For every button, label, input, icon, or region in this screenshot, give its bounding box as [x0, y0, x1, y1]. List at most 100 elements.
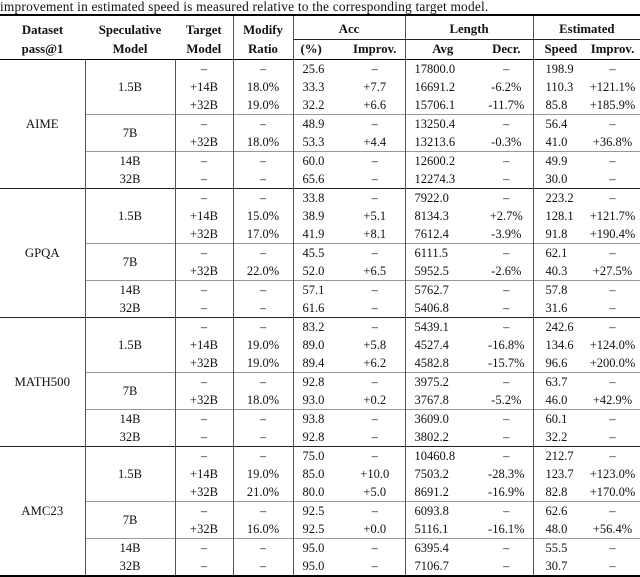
cell-target-model: – [175, 446, 234, 465]
cell-len-decr: -0.3% [480, 133, 534, 152]
table-row: 14B – –60.0–12600.2–49.9– [0, 151, 640, 170]
cell-acc-pct: 92.5 [293, 501, 345, 520]
cell-len-avg: 8691.2 [414, 485, 449, 499]
cell-acc-improv: +0.0 [345, 520, 406, 539]
cell-len-decr: – [480, 151, 534, 170]
dataset-label: AIME [0, 59, 86, 189]
cell-len-avg: 12274.3 [414, 172, 456, 186]
cell-acc-improv: +8.1 [345, 225, 406, 244]
cell-len-avg: 7612.4 [414, 227, 449, 241]
cell-acc-pct: 53.3 [302, 135, 325, 149]
cell-acc-pct: 61.6 [302, 301, 325, 315]
cell-est-speed: 62.1 [533, 243, 586, 262]
cell-speculative-model: 7B [85, 243, 176, 281]
cell-modify-ratio: – [233, 428, 294, 447]
cell-est-speed: 48.0 [545, 522, 568, 536]
cell-modify-ratio: – [233, 243, 294, 262]
cell-est-improv: +185.9% [589, 98, 636, 112]
cell-modify-ratio: – [233, 538, 294, 557]
cell-target-model: +32B [175, 354, 234, 373]
header-target: Target [175, 15, 234, 40]
cell-acc-improv: +5.0 [345, 483, 406, 502]
header-acc-pct: (%) [293, 39, 345, 60]
cell-len-decr: -6.2% [480, 78, 534, 96]
results-table: Dataset Speculative Target Modify Acc Le… [0, 14, 640, 577]
cell-modify-ratio: 15.0% [233, 207, 294, 225]
cell-acc-improv: – [345, 538, 406, 557]
cell-est-speed: 198.9 [545, 62, 574, 76]
cell-est-improv: +200.0% [589, 356, 636, 370]
cell-est-improv: +56.4% [592, 522, 633, 536]
header-modify-ratio: Ratio [233, 39, 294, 60]
cell-acc-improv: +6.5 [345, 262, 406, 281]
cell-acc-improv: +0.2 [345, 391, 406, 410]
dataset-label: MATH500 [0, 317, 86, 447]
cell-len-avg: 10460.8 [405, 446, 481, 465]
cell-target-model: +32B [175, 520, 234, 539]
cell-target-model: +32B [175, 133, 234, 152]
cell-acc-improv: – [345, 188, 406, 207]
cell-speculative-model: 1.5B [85, 59, 176, 115]
cell-est-improv: – [585, 446, 640, 465]
cell-acc-improv: +7.7 [345, 78, 406, 96]
cell-len-decr: -16.1% [480, 520, 534, 539]
cell-target-model: – [175, 409, 234, 428]
header-pass1: pass@1 [0, 39, 85, 60]
cell-est-speed: 55.5 [533, 538, 586, 557]
cell-target-model: +32B [175, 391, 234, 410]
cell-acc-pct: 33.3 [302, 80, 325, 94]
cell-len-decr: – [480, 372, 534, 391]
cell-est-improv: – [585, 243, 640, 262]
cell-est-improv: – [609, 430, 616, 444]
cell-est-speed: 223.2 [533, 188, 586, 207]
cell-acc-pct: 93.0 [302, 393, 325, 407]
cell-acc-pct: 85.0 [302, 467, 325, 481]
cell-est-improv: – [609, 559, 616, 573]
table-row: +14B 18.0% 33.3 +7.7 16691.2 -6.2% 110.3 +121.1… [0, 78, 640, 96]
table-row: 32B – –92.8–3802.2–32.2– [0, 428, 640, 447]
table-row: 14B – –95.0–6395.4–55.5– [0, 538, 640, 557]
table-row: +32B 19.0% 89.4 +6.2 4582.8 -15.7% 96.6 +200.0% [0, 354, 640, 373]
cell-target-model: +14B [175, 336, 234, 354]
table-row: +32B 22.0% 52.0 +6.5 5952.5 -2.6% 40.3 +27.5% [0, 262, 640, 281]
table-row: +32B 18.0% 53.3 +4.4 13213.6 -0.3% 41.0 +36.8% [0, 133, 640, 152]
header-speculative: Speculative [98, 22, 162, 37]
cell-target-model: – [175, 188, 234, 207]
dataset-label: AMC23 [0, 446, 86, 576]
cell-target-model: – [175, 372, 234, 391]
cell-len-avg: 15706.1 [414, 98, 456, 112]
cell-acc-improv: – [345, 299, 406, 318]
cell-modify-ratio: – [233, 409, 294, 428]
cell-acc-improv: – [345, 59, 406, 78]
cell-len-decr: -15.7% [480, 354, 534, 373]
cell-acc-pct: 65.6 [302, 172, 325, 186]
cell-len-decr: +2.7% [480, 207, 534, 225]
cell-len-avg: 17800.0 [414, 62, 456, 76]
cell-modify-ratio: – [233, 59, 294, 78]
cell-est-improv: +36.8% [592, 135, 633, 149]
cell-est-improv: +27.5% [592, 264, 633, 278]
cell-modify-ratio: – [233, 188, 294, 207]
cell-modify-ratio: 16.0% [233, 520, 294, 539]
cell-speculative-model: 14B [85, 409, 176, 428]
cell-est-improv: – [585, 188, 640, 207]
cell-len-decr: – [480, 428, 534, 447]
cell-acc-pct: 92.8 [293, 372, 345, 391]
cell-modify-ratio: 22.0% [233, 262, 294, 281]
cell-est-speed: 85.8 [545, 98, 568, 112]
cell-len-avg: 6395.4 [405, 538, 481, 557]
cell-acc-improv: – [345, 317, 406, 336]
cell-target-model: +14B [175, 207, 234, 225]
table-row: 14B – –93.8–3609.0–60.1– [0, 409, 640, 428]
cell-len-decr: – [480, 188, 534, 207]
header-speculative-model: Model [85, 39, 175, 60]
cell-acc-pct: 52.0 [302, 264, 325, 278]
cell-est-speed: 57.8 [533, 280, 586, 299]
cell-acc-improv: +5.1 [345, 207, 406, 225]
cell-acc-improv: – [345, 243, 406, 262]
cell-len-avg: 7922.0 [405, 188, 481, 207]
cell-acc-pct: 41.9 [302, 227, 325, 241]
cell-est-speed: 31.6 [545, 301, 568, 315]
cell-target-model: +14B [175, 78, 234, 96]
cell-est-speed: 30.7 [545, 559, 568, 573]
